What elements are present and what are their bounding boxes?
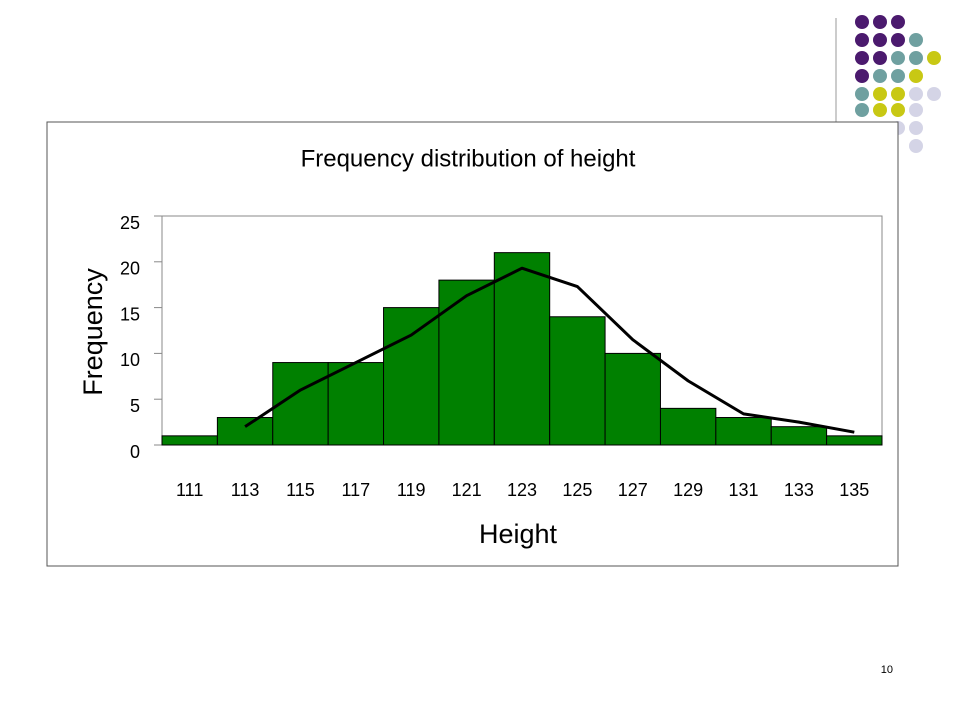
bar <box>770 426 828 446</box>
x-tick-label: 113 <box>231 480 260 500</box>
chart-title: Frequency distribution of height <box>301 145 636 172</box>
x-tick-label: 131 <box>729 480 759 500</box>
dot-pattern <box>855 15 941 153</box>
x-tick-label: 125 <box>562 480 592 500</box>
y-tick-label: 25 <box>120 213 140 233</box>
bar <box>715 417 772 446</box>
x-tick-label: 111 <box>176 480 203 500</box>
bar <box>659 407 717 446</box>
x-tick-label: 119 <box>397 480 426 500</box>
y-tick-label: 0 <box>130 442 140 462</box>
y-tick-label: 5 <box>130 396 140 416</box>
decoration <box>835 15 941 153</box>
x-axis-label: Height <box>479 519 558 549</box>
x-tick-label: 133 <box>784 480 814 500</box>
x-tick-label: 123 <box>507 480 537 500</box>
y-axis-label: Frequency <box>78 268 108 396</box>
bar <box>604 352 661 446</box>
y-tick-label: 15 <box>120 304 140 324</box>
bar <box>826 435 883 446</box>
bar <box>493 252 551 446</box>
line <box>244 266 855 434</box>
x-tick-label: 117 <box>341 480 370 500</box>
x-tick-label: 121 <box>452 480 482 500</box>
x-tick-label: 115 <box>286 480 315 500</box>
bar <box>216 417 274 446</box>
x-tick-label: 127 <box>618 480 648 500</box>
y-tick-label: 20 <box>120 259 140 279</box>
bar <box>438 279 495 446</box>
bar <box>549 316 606 446</box>
x-tick-label: 129 <box>673 480 703 500</box>
slide-number: 10 <box>881 664 893 676</box>
bar <box>327 362 385 446</box>
y-tick-label: 10 <box>120 350 140 370</box>
x-tick-label: 135 <box>839 480 869 500</box>
bar <box>383 307 440 446</box>
bar <box>161 435 218 446</box>
